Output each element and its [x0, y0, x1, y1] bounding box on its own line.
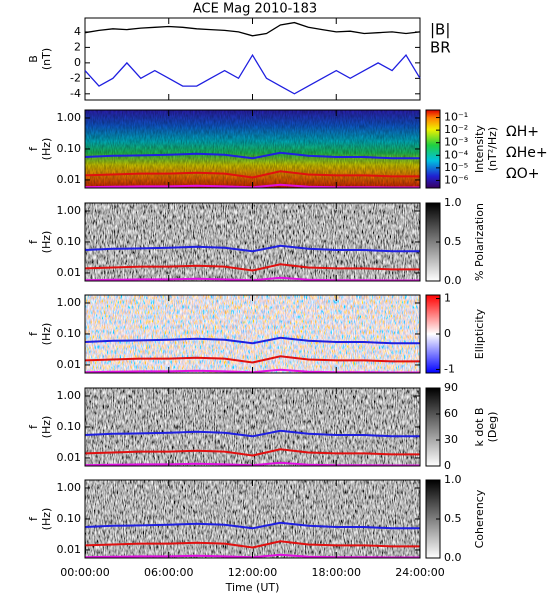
colorbar-tick-label: 10⁻¹ [444, 111, 468, 124]
colorbar-tick-label: 1.0 [444, 473, 462, 486]
data-line [84, 540, 420, 549]
y-tick-label: 2 [74, 40, 81, 53]
y-tick-label: 0 [74, 56, 81, 69]
legend-label: ΩH+ [506, 124, 539, 140]
y-tick-label: 1.00 [57, 111, 82, 124]
y-tick-label: 0.10 [57, 512, 82, 525]
colorbar-tick-label: 1.0 [444, 196, 462, 209]
y-axis-label: (Hz) [40, 416, 53, 439]
colorbar [425, 109, 441, 189]
x-tick-label: 24:00:00 [395, 566, 444, 579]
x-tick-label: 06:00:00 [144, 566, 193, 579]
colorbar-label: Ellipticity [473, 308, 486, 359]
y-tick-label: 0.01 [57, 173, 82, 186]
colorbar-tick-label: 0.0 [444, 274, 462, 287]
chart-title: ACE Mag 2010-183 [193, 2, 317, 17]
y-tick-label: 0.01 [57, 543, 82, 556]
y-tick-label: -2 [70, 71, 81, 84]
colorbar-tick-label: 60 [444, 407, 458, 420]
data-line [84, 244, 420, 253]
data-line [84, 263, 420, 272]
colorbar-tick-label: 0 [444, 327, 451, 340]
legend-label: BR [430, 39, 451, 57]
colorbar-label: k dot B [473, 408, 486, 447]
colorbar-label: (nT²/Hz) [486, 127, 499, 171]
y-tick-label: 4 [74, 25, 81, 38]
data-line [84, 521, 420, 530]
colorbar-tick-label: 10⁻⁴ [444, 148, 469, 161]
y-axis-label: f [27, 516, 40, 521]
legend-label: ΩO+ [506, 166, 539, 182]
y-axis-label: f [27, 424, 40, 429]
legend-label: |B| [430, 21, 450, 39]
y-axis-label: f [27, 146, 40, 151]
x-tick-label: 12:00:00 [228, 566, 277, 579]
y-axis-label: (Hz) [40, 138, 53, 161]
y-tick-label: 0.01 [57, 451, 82, 464]
y-tick-label: 0.10 [57, 142, 82, 155]
y-axis-label: f [27, 239, 40, 244]
colorbar-tick-label: 90 [444, 381, 458, 394]
y-tick-label: -4 [70, 87, 81, 100]
data-line [84, 151, 420, 160]
colorbar-tick-label: 10⁻⁵ [444, 161, 468, 174]
data-line [84, 429, 420, 438]
data-line [84, 21, 421, 37]
y-axis-label: (Hz) [40, 508, 53, 531]
x-axis-label: Time (UT) [225, 581, 280, 594]
colorbar-label: Coherency [473, 489, 486, 548]
plot-frame [84, 17, 421, 101]
y-tick-label: 0.01 [57, 266, 82, 279]
y-tick-label: 1.00 [57, 481, 82, 494]
colorbar-tick-label: 0 [444, 459, 451, 472]
y-axis-label: B [27, 55, 40, 63]
data-line [84, 448, 420, 457]
y-tick-label: 0.10 [57, 420, 82, 433]
y-tick-label: 0.10 [57, 235, 82, 248]
y-axis-label: (nT) [40, 48, 53, 70]
colorbar-tick-label: 10⁻³ [444, 136, 468, 149]
colorbar-tick-label: 10⁻⁶ [444, 173, 469, 186]
y-axis-label: f [27, 331, 40, 336]
colorbar-label: % Polarization [473, 203, 486, 281]
data-line [84, 336, 420, 345]
data-line [84, 53, 421, 95]
colorbar-tick-label: 1 [444, 292, 451, 305]
colorbar-tick-label: 0.5 [444, 512, 462, 525]
y-axis-label: (Hz) [40, 323, 53, 346]
colorbar-tick-label: 10⁻² [444, 123, 468, 136]
colorbar-tick-label: 30 [444, 433, 458, 446]
y-tick-label: 1.00 [57, 204, 82, 217]
x-tick-label: 00:00:00 [60, 566, 109, 579]
colorbar-tick-label: -1 [444, 362, 455, 375]
x-tick-label: 18:00:00 [312, 566, 361, 579]
y-tick-label: 1.00 [57, 389, 82, 402]
y-tick-label: 1.00 [57, 296, 82, 309]
colorbar-tick-label: 0.5 [444, 235, 462, 248]
colorbar [425, 387, 441, 467]
y-tick-label: 0.01 [57, 358, 82, 371]
legend-label: ΩHe+ [506, 145, 548, 161]
colorbar-tick-label: 0.0 [444, 551, 462, 564]
y-tick-label: 0.10 [57, 327, 82, 340]
data-line [84, 355, 420, 364]
colorbar-label: Intensity [473, 125, 486, 173]
colorbar-label: (Deg) [486, 412, 499, 443]
y-axis-label: (Hz) [40, 231, 53, 254]
data-line [84, 170, 420, 179]
